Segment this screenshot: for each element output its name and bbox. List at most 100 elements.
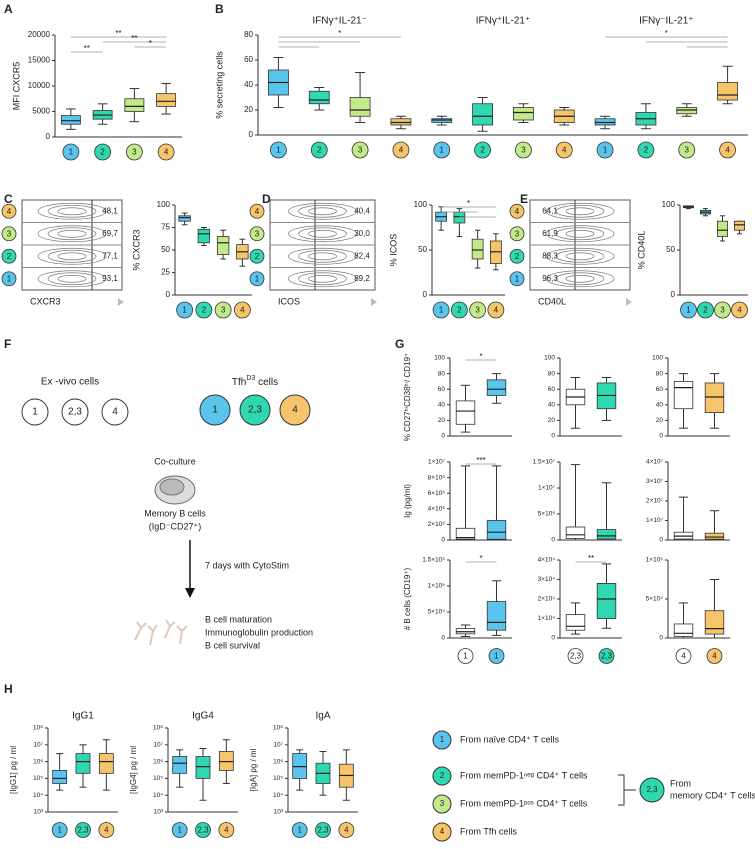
- category-label-circle: [598, 648, 615, 664]
- box: [673, 623, 694, 637]
- contour: [555, 249, 605, 263]
- category-label: 1: [297, 826, 302, 835]
- group-label: IFNγ⁺IL-21⁻: [312, 16, 366, 27]
- row-label-circle: [1, 248, 17, 264]
- exvivo-circle: [61, 398, 89, 426]
- y-axis-label: MFI CXCR5: [11, 62, 21, 111]
- b-cell-phenotype: (IgD⁻CD27⁺): [149, 521, 202, 531]
- y-tick-label: 1×10⁵: [428, 583, 446, 590]
- contour: [308, 207, 337, 216]
- box: [565, 614, 586, 631]
- box: [734, 220, 746, 231]
- y-axis-label: # B cells (CD19⁺): [403, 567, 412, 630]
- gate-value: 93,1: [102, 274, 118, 283]
- chart-title: IgA: [315, 711, 330, 722]
- antibody-icons: [134, 619, 188, 646]
- category-label-circle: [706, 648, 723, 664]
- y-tick-label: 10⁴: [33, 792, 43, 799]
- contour: [298, 272, 347, 286]
- b-cells: Memory B cells: [144, 508, 206, 518]
- y-tick-label: 1.5×10⁵: [422, 557, 445, 564]
- y-tick-label: 1×10⁷: [428, 459, 446, 466]
- y-tick-label: 10⁸: [33, 725, 43, 732]
- row-label-circle: [249, 203, 265, 219]
- legend-circle: [432, 822, 452, 842]
- y-tick-label: 100: [652, 355, 663, 362]
- category-label: 1: [439, 306, 444, 315]
- arrow-head: [185, 588, 195, 598]
- legend-group-circle: [639, 777, 665, 803]
- category-label: 1: [463, 652, 468, 661]
- category-label-circle: [195, 822, 211, 838]
- category-label: 4: [104, 826, 109, 835]
- box: [486, 520, 507, 540]
- box: [596, 583, 617, 619]
- box: [52, 769, 68, 784]
- y-tick-label: 4×10⁷: [646, 459, 664, 466]
- contour: [298, 227, 347, 241]
- panel-label: E: [520, 192, 528, 206]
- category-label: 1: [182, 306, 187, 315]
- y-axis-label: % ICOS: [388, 234, 398, 267]
- category-label: 3: [132, 148, 137, 157]
- y-tick-label: 4×10⁴: [538, 557, 556, 564]
- category-label-circle: [567, 648, 584, 664]
- box: [156, 93, 177, 107]
- significance-label: **: [84, 44, 90, 53]
- contour: [545, 247, 615, 265]
- contour: [565, 229, 595, 238]
- significance-label: *: [467, 199, 470, 208]
- tfh-group: 4: [292, 405, 298, 416]
- tfh-circle: [279, 394, 311, 426]
- gate-value: 88,3: [542, 251, 558, 260]
- category-label: 3: [358, 146, 363, 155]
- category-label-circle: [678, 141, 696, 159]
- box: [704, 382, 725, 413]
- category-label: 3: [221, 306, 226, 315]
- y-tick-label: 0: [441, 433, 445, 440]
- category-label-circle: [157, 143, 175, 161]
- y-tick-label: 10⁶: [273, 758, 283, 765]
- category-label-circle: [171, 822, 188, 838]
- category-label-circle: [218, 822, 235, 838]
- box: [471, 238, 484, 260]
- y-tick-label: 10⁶: [33, 758, 43, 765]
- significance-label: **: [588, 554, 594, 563]
- y-tick-label: 80: [656, 370, 664, 377]
- y-tick-label: 60: [244, 55, 253, 64]
- panel-f-diagram: Ex -vivo cells TfhD3 cells Co-culture Me…: [21, 375, 313, 650]
- exvivo-group: 1: [32, 407, 38, 418]
- exvivo-circle: [21, 398, 49, 426]
- contour: [308, 252, 337, 261]
- flow-x-label: ICOS: [278, 296, 300, 306]
- tfh-title-main: Tfh: [232, 377, 246, 388]
- y-axis-label: Ig (pg/ml): [403, 484, 412, 518]
- significance-label: **: [115, 29, 121, 38]
- group-label: IFNγ⁺IL-21⁺: [476, 16, 530, 27]
- tfh-group: 2,3: [248, 405, 262, 416]
- y-tick-label: 10⁷: [273, 742, 283, 749]
- legend-key: 2: [440, 771, 445, 780]
- legend-text: From memPD-1ⁿᵉᵍ CD4⁺ T cells: [460, 770, 588, 780]
- y-tick-label: 10⁴: [273, 792, 283, 799]
- category-label: 4: [164, 148, 169, 157]
- significance-label: *: [149, 39, 152, 48]
- y-tick-label: 0: [659, 537, 663, 544]
- y-tick-label: 1×10⁷: [646, 517, 664, 524]
- box: [513, 107, 534, 121]
- row-label: 1: [515, 274, 520, 283]
- legend-circle: [432, 794, 452, 814]
- y-tick-label: 40: [438, 402, 446, 409]
- gate-value: 96,3: [542, 274, 558, 283]
- y-tick-label: 2×10⁴: [538, 596, 556, 603]
- gate-value: 82,4: [354, 251, 370, 260]
- category-label-circle: [291, 822, 308, 838]
- outcome: Immunoglobulin production: [205, 627, 313, 637]
- category-label: 2: [480, 146, 485, 155]
- contour: [288, 247, 357, 265]
- significance-label: ***: [476, 456, 485, 465]
- contour: [57, 252, 87, 261]
- category-label: 2,3: [601, 652, 613, 661]
- exvivo-group: 2,3: [68, 407, 82, 418]
- contour: [555, 227, 605, 241]
